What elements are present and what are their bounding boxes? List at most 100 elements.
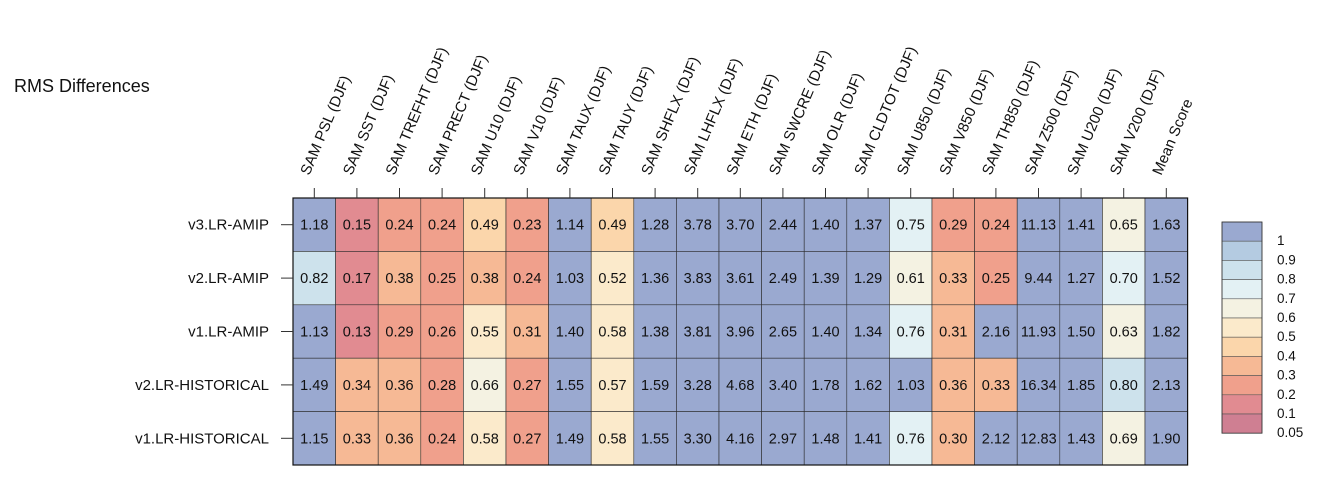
cell-value-label: 0.36 [385, 431, 413, 447]
heatmap-cell [718, 411, 762, 466]
cell-value-label: 1.78 [811, 378, 839, 394]
cell-value-label: 1.37 [854, 218, 882, 234]
cell-value-label: 1.36 [641, 271, 669, 287]
colorbar-segment [1221, 279, 1263, 300]
cell-value-label: 3.96 [726, 325, 754, 341]
cell-value-label: 1.49 [556, 431, 584, 447]
colorbar-tick-label: 0.7 [1277, 291, 1296, 306]
heatmap-cell [846, 304, 890, 359]
heatmap-cell [974, 304, 1018, 359]
row-label: v1.LR-AMIP [188, 324, 269, 341]
heatmap-cell [974, 251, 1018, 306]
heatmap-cell [931, 251, 975, 306]
heatmap-cell [676, 251, 720, 306]
cell-value-label: 0.17 [343, 271, 371, 287]
cell-value-label: 0.24 [428, 431, 456, 447]
cell-value-label: 0.30 [939, 431, 967, 447]
cell-value-label: 2.44 [769, 218, 797, 234]
heatmap-cell [761, 304, 805, 359]
cell-value-label: 0.24 [513, 271, 541, 287]
cell-value-label: 0.29 [939, 218, 967, 234]
heatmap-cell [505, 251, 549, 306]
cell-value-label: 1.03 [897, 378, 925, 394]
heatmap-cell [931, 304, 975, 359]
cell-value-label: 1.52 [1152, 271, 1180, 287]
cell-value-label: 2.49 [769, 271, 797, 287]
cell-value-label: 4.68 [726, 378, 754, 394]
heatmap-cell [1059, 304, 1103, 359]
colorbar-tick-label: 0.6 [1277, 310, 1296, 325]
heatmap-cell [846, 357, 890, 412]
colorbar-segment [1221, 394, 1263, 415]
heatmap-cell [377, 251, 422, 306]
heatmap-cell [590, 197, 635, 252]
heatmap-cell [931, 411, 975, 466]
heatmap-cell [846, 197, 890, 252]
cell-value-label: 0.58 [598, 325, 626, 341]
cell-value-label: 0.49 [471, 218, 499, 234]
cell-value-label: 0.58 [598, 431, 626, 447]
cell-value-label: 0.31 [939, 325, 967, 341]
heatmap-cell [676, 304, 720, 359]
cell-value-label: 3.83 [684, 271, 712, 287]
cell-value-label: 1.59 [641, 378, 669, 394]
cell-value-label: 11.13 [1021, 218, 1056, 234]
cell-value-label: 0.36 [385, 378, 413, 394]
heatmap-cell [505, 197, 549, 252]
cell-value-label: 0.33 [343, 431, 371, 447]
cell-value-label: 0.24 [385, 218, 413, 234]
cell-value-label: 0.36 [939, 378, 967, 394]
colorbar-tick-label: 0.1 [1277, 406, 1296, 421]
heatmap-cell [1102, 304, 1146, 359]
cell-value-label: 2.16 [982, 325, 1010, 341]
colorbar-segment [1221, 260, 1263, 280]
colorbar-tick-label: 0.2 [1277, 387, 1296, 402]
heatmap-cell [548, 251, 592, 306]
cell-value-label: 3.70 [726, 218, 754, 234]
colorbar-tick-label: 0.5 [1277, 329, 1296, 344]
cell-value-label: 1.85 [1067, 378, 1095, 394]
cell-value-label: 0.61 [897, 271, 925, 287]
heatmap-cell [803, 197, 848, 252]
colorbar-tick-label: 0.9 [1277, 252, 1296, 267]
row-label: v2.LR-HISTORICAL [135, 377, 269, 394]
cell-value-label: 0.76 [897, 431, 925, 447]
cell-value-label: 1.50 [1067, 325, 1095, 341]
cell-value-label: 4.16 [726, 431, 754, 447]
heatmap-cell [889, 251, 933, 306]
heatmap-cell [676, 357, 720, 412]
cell-value-label: 0.24 [982, 218, 1010, 234]
cell-value-label: 1.29 [854, 271, 882, 287]
heatmap-cell [335, 304, 379, 359]
chart-title: RMS Differences [14, 76, 150, 96]
cell-value-label: 3.78 [684, 218, 712, 234]
colorbar-segment [1221, 317, 1263, 338]
cell-value-label: 0.75 [897, 218, 925, 234]
cell-value-label: 0.63 [1110, 325, 1138, 341]
cell-value-label: 0.76 [897, 325, 925, 341]
cell-value-label: 1.55 [556, 378, 584, 394]
cell-value-label: 0.25 [982, 271, 1010, 287]
heatmap-cell [846, 411, 890, 466]
heatmap-cell [633, 304, 677, 359]
heatmap-cell [803, 357, 848, 412]
heatmap-cell [590, 357, 635, 412]
cell-value-label: 1.14 [556, 218, 584, 234]
column-label: Mean Score [1149, 96, 1196, 177]
heatmap-cell [1016, 251, 1061, 306]
heatmap-cell [803, 251, 848, 306]
colorbar-tick-label: 1 [1277, 233, 1285, 248]
colorbar-segment [1221, 336, 1263, 357]
cell-value-label: 0.34 [343, 378, 371, 394]
cell-value-label: 0.31 [513, 325, 541, 341]
colorbar-tick-label: 0.8 [1277, 272, 1296, 287]
heatmap-cell [1144, 304, 1188, 359]
cell-value-label: 1.28 [641, 218, 669, 234]
colorbar-tick-label: 0.05 [1277, 425, 1303, 440]
cell-value-label: 0.70 [1110, 271, 1138, 287]
heatmap-cell [1059, 357, 1103, 412]
colorbar-segment [1221, 240, 1263, 261]
heatmap-cell [718, 304, 762, 359]
heatmap-cell [292, 304, 336, 359]
cell-value-label: 1.62 [854, 378, 882, 394]
